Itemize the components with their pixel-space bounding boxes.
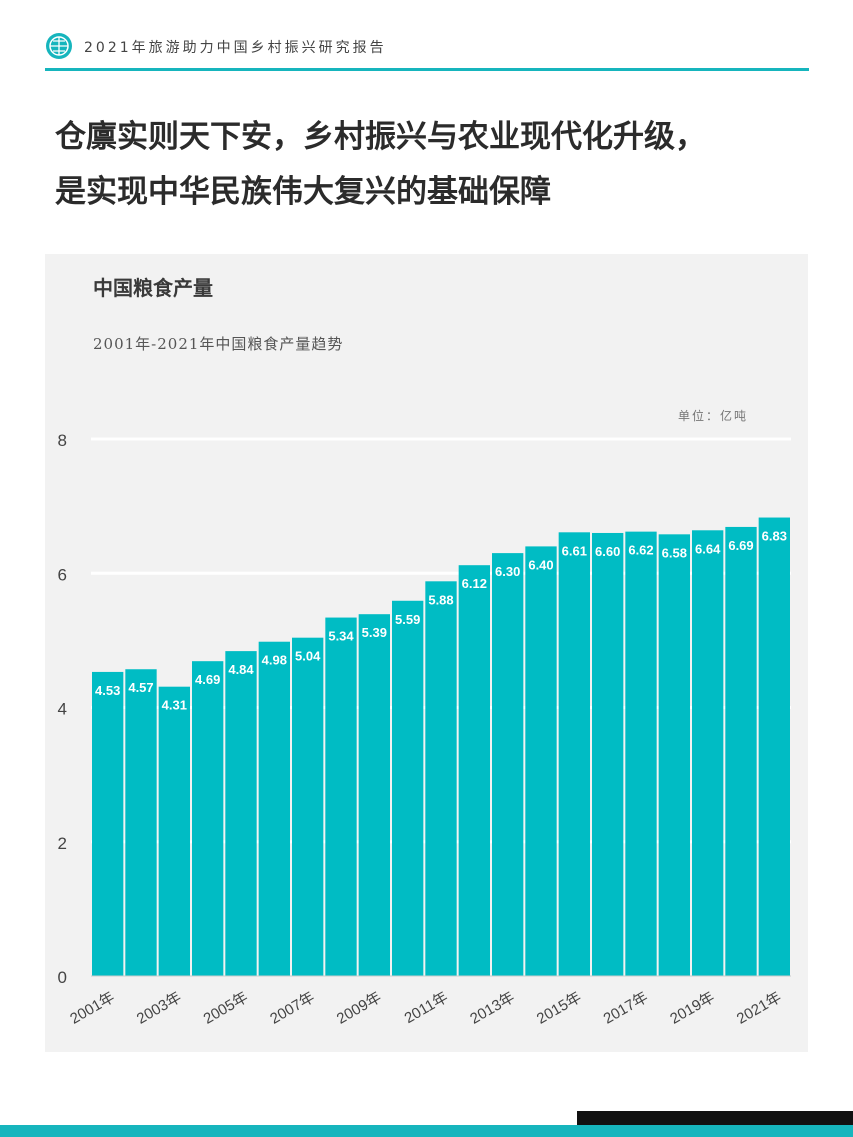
y-tick-label: 6 [58,565,67,584]
bar-data-label: 4.69 [195,672,220,687]
x-tick-label: 2011年 [402,989,451,1027]
bar-data-label: 4.53 [95,683,120,698]
bar [125,669,157,976]
bar [158,686,190,976]
bar-data-label: 6.58 [662,545,687,560]
chart-subtitle: 2001年-2021年中国粮食产量趋势 [93,335,344,353]
x-tick-label: 2013年 [467,989,517,1028]
report-title: 2021年旅游助力中国乡村振兴研究报告 [84,40,387,56]
chart-panel: 中国粮食产量 2001年-2021年中国粮食产量趋势 单位：亿吨 0 2 4 6 8 4.… [45,254,808,1052]
bar [492,553,524,976]
header-divider [45,68,809,71]
bar [92,671,124,976]
x-tick-label: 2009年 [334,989,384,1028]
bar [692,530,724,976]
bar-data-label: 6.12 [462,576,487,591]
x-tick-label: 2021年 [734,989,784,1028]
bar-data-label: 5.59 [395,612,420,627]
x-tick-label: 2005年 [201,989,251,1028]
bar [592,532,624,976]
bar [625,531,657,976]
footer-accent-black [577,1111,853,1125]
bar-data-label: 5.39 [362,625,387,640]
x-tick-label: 2001年 [67,989,117,1028]
x-tick-label: 2017年 [601,989,651,1028]
y-tick-label: 0 [58,968,67,987]
bar-data-label: 6.40 [528,557,553,572]
bar-data-label: 6.60 [595,544,620,559]
bar [425,581,457,976]
report-logo-icon [46,33,72,59]
bar-data-label: 6.61 [562,543,587,558]
bar [392,600,424,976]
bar-data-label: 4.57 [128,680,153,695]
x-tick-label: 2003年 [134,989,184,1028]
bar [192,661,224,976]
bar-data-label: 5.04 [295,649,321,664]
bar [358,614,390,976]
footer-accent-bar [0,1125,853,1137]
bar [558,532,590,976]
bar [225,651,257,976]
y-tick-label: 2 [58,834,67,853]
bar-data-label: 6.83 [762,529,787,544]
bar-data-label: 4.84 [228,662,254,677]
bar-data-label: 6.30 [495,564,520,579]
bar-data-label: 6.62 [628,543,653,558]
bar-data-label: 6.64 [695,541,721,556]
headline-line-2: 是实现中华民族伟大复兴的基础保障 [55,174,551,210]
bar [758,517,790,976]
chart-title: 中国粮食产量 [93,276,213,300]
bar-data-label: 5.88 [428,592,453,607]
x-tick-label: 2019年 [667,989,717,1028]
headline-line-1: 仓廪实则天下安，乡村振兴与农业现代化升级， [55,119,706,155]
x-tick-label: 2007年 [267,989,317,1028]
bar-data-label: 4.31 [162,698,187,713]
bar [658,534,690,976]
bar-chart: 0 2 4 6 8 4.53 4.57 4.31 4.69 4.84 4.98 5.04 5.34 5.3… [58,431,791,1028]
bar [725,526,757,976]
x-tick-label: 2015年 [534,989,584,1028]
bar-data-label: 6.69 [728,538,753,553]
headline: 仓廪实则天下安，乡村振兴与农业现代化升级， 是实现中华民族伟大复兴的基础保障 [55,110,815,220]
bar [292,637,324,976]
y-tick-label: 4 [58,700,67,719]
y-tick-label: 8 [58,431,67,450]
bar [458,565,490,976]
bar [258,641,290,976]
bar-data-label: 4.98 [262,653,287,668]
unit-label: 单位：亿吨 [677,409,748,423]
bar [325,617,357,976]
bar [525,546,557,976]
bar-data-label: 5.34 [328,629,354,644]
